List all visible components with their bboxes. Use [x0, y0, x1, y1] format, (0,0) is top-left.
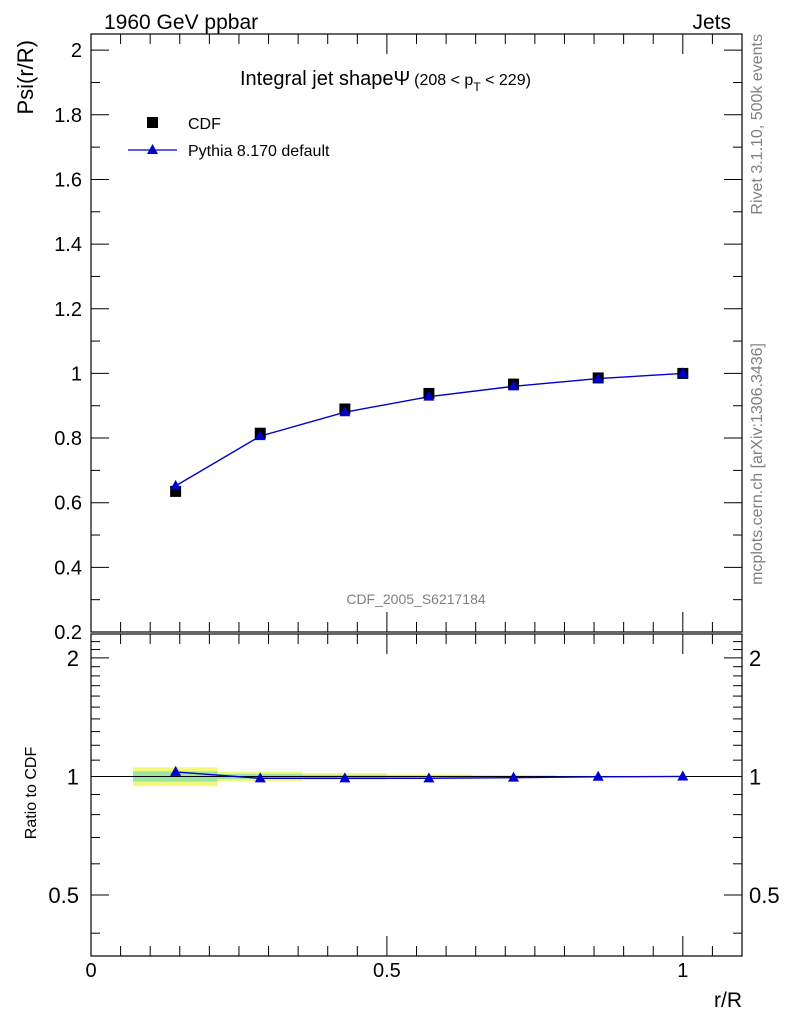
- pythia-point: [592, 372, 604, 383]
- pythia-point: [254, 430, 266, 441]
- main-ytick-label: 1.8: [54, 105, 82, 127]
- header-right: Jets: [692, 11, 731, 34]
- pythia-point: [508, 380, 520, 391]
- ratio-pythia-point: [592, 770, 604, 781]
- main-data: [170, 367, 689, 497]
- legend-pythia-label: Pythia 8.170 default: [188, 143, 330, 160]
- main-ytick-label: 1.6: [54, 169, 82, 191]
- ratio-y-axis-label: Ratio to CDF: [23, 747, 40, 840]
- x-tick-label: 0: [85, 960, 96, 982]
- main-ytick-label: 1.2: [54, 299, 82, 321]
- ratio-pythia-point: [170, 765, 182, 776]
- main-panel: 0.2 0.4 0.6 0.8 1 1.2 1.4 1.6 1.8 2 Psi(r/R) Inte…: [13, 33, 743, 644]
- ratio-panel: 0.5 0.51 12 2 0 0.5 1 Ratio to CDF r/R: [23, 633, 780, 1012]
- ratio-ytick-label-left: 0.5: [48, 883, 79, 908]
- header-left: 1960 GeV ppbar: [104, 11, 258, 34]
- rivet-label: Rivet 3.1.10, 500k events: [749, 34, 766, 215]
- x-tick-label: 1: [677, 960, 688, 982]
- cdf-point: [170, 485, 182, 497]
- main-ytick-label: 0.4: [54, 557, 82, 579]
- ratio-frame: [90, 633, 743, 957]
- x-tick-label: 0.5: [373, 960, 401, 982]
- main-ytick-label: 0.8: [54, 428, 82, 450]
- ratio-ytick-label-right: 2: [749, 646, 761, 671]
- pythia-point: [677, 367, 689, 378]
- legend-cdf-label: CDF: [188, 116, 221, 133]
- pythia-point: [170, 479, 182, 490]
- main-y-tick-labels: 0.2 0.4 0.6 0.8 1 1.2 1.4 1.6 1.8 2: [54, 40, 82, 644]
- ratio-pythia-point: [423, 772, 435, 783]
- main-axis-ticks: [90, 34, 743, 633]
- legend-pythia-marker: [147, 144, 158, 154]
- ratio-ytick-label-left: 2: [67, 646, 79, 671]
- x-axis-label: r/R: [714, 989, 742, 1012]
- pythia-point: [339, 406, 351, 417]
- main-ytick-label: 1: [71, 363, 82, 385]
- ratio-ytick-label-left: 1: [67, 764, 79, 789]
- legend-cdf-marker: [147, 117, 158, 128]
- ratio-pythia-point: [677, 770, 689, 781]
- ratio-pythia-point: [254, 772, 266, 783]
- ratio-pythia-point: [339, 772, 351, 783]
- ratio-y-tick-labels: 0.5 0.5 1 1 2 2: [48, 646, 779, 908]
- chart-title: Integral jet shapeΨ (208 < pT < 229): [240, 68, 531, 94]
- ratio-ytick-label-right: 0.5: [749, 883, 780, 908]
- x-tick-labels: 0 0.5 1: [85, 960, 688, 982]
- main-ytick-label: 1.4: [54, 234, 82, 256]
- main-ytick-label: 0.2: [54, 622, 82, 644]
- ratio-axis-ticks: [90, 634, 743, 956]
- legend: CDF Pythia 8.170 default: [128, 116, 330, 160]
- mcplots-label: mcplots.cern.ch [arXiv:1306.3436]: [749, 343, 766, 585]
- main-ytick-label: 2: [71, 40, 82, 62]
- main-y-axis-label: Psi(r/R): [13, 40, 38, 115]
- analysis-id: CDF_2005_S6217184: [346, 591, 486, 607]
- ratio-data: [170, 765, 689, 783]
- ratio-ytick-label-right: 1: [749, 764, 761, 789]
- ratio-pythia-point: [508, 771, 520, 782]
- main-ytick-label: 0.6: [54, 493, 82, 515]
- pythia-point: [423, 390, 435, 401]
